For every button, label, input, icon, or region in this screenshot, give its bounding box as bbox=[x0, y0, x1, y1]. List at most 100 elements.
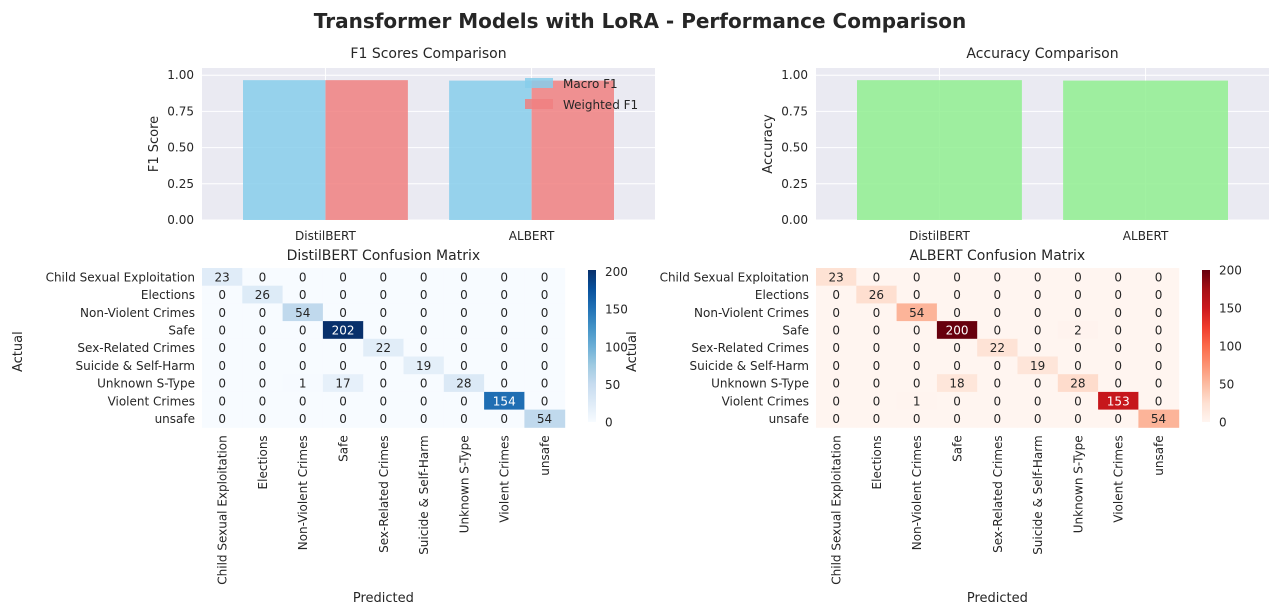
albert-cell-value: 54 bbox=[1151, 412, 1166, 426]
albert-confusion-matrix: ALBERT Confusion Matrix 23 0 0 0 0 0 0 0 0 0 26 0 0 0 0… bbox=[625, 248, 1242, 606]
distilbert-cell bbox=[202, 338, 243, 357]
albert-cell bbox=[896, 303, 938, 322]
y-tick-label: Child Sexual Exploitation bbox=[46, 270, 195, 284]
albert-cell-value: 0 bbox=[873, 306, 881, 320]
albert-cell bbox=[977, 356, 1018, 375]
albert-cell-value: 0 bbox=[1114, 270, 1122, 284]
y-tick-label: Suicide & Self-Harm bbox=[76, 359, 196, 373]
x-tick-label: Child Sexual Exploitation bbox=[216, 435, 230, 584]
distilbert-cell-value: 0 bbox=[500, 288, 508, 302]
albert-cell bbox=[856, 356, 898, 375]
albert-cell bbox=[1057, 409, 1099, 428]
bar-distilbert-macro bbox=[242, 80, 326, 220]
albert-cell-value: 54 bbox=[909, 306, 924, 320]
bar-albert bbox=[1063, 80, 1229, 220]
x-tick-label: unsafe bbox=[538, 435, 552, 475]
albert-cell-value: 0 bbox=[873, 359, 881, 373]
albert-cell bbox=[1057, 338, 1099, 357]
albert-cell bbox=[977, 374, 1018, 393]
albert-cell bbox=[1017, 391, 1059, 411]
bar-distilbert-weighted bbox=[325, 80, 408, 220]
distilbert-cell-value: 28 bbox=[456, 377, 471, 391]
y-axis-label: Actual bbox=[625, 331, 640, 372]
x-tick-label: Violent Crimes bbox=[1112, 435, 1126, 522]
distilbert-cell-value: 0 bbox=[218, 341, 226, 355]
distilbert-cell bbox=[403, 409, 445, 428]
albert-cell bbox=[1057, 321, 1099, 340]
y-tick-label: Non-Violent Crimes bbox=[694, 306, 809, 320]
distilbert-cell bbox=[443, 409, 485, 428]
albert-cell-value: 28 bbox=[1070, 377, 1085, 391]
distilbert-cell-value: 0 bbox=[299, 288, 307, 302]
albert-cell bbox=[936, 356, 978, 375]
y-tick-label: Child Sexual Exploitation bbox=[660, 270, 809, 284]
albert-cell-value: 0 bbox=[873, 323, 881, 337]
albert-cell-value: 0 bbox=[1155, 288, 1163, 302]
x-tick-label: Unknown S-Type bbox=[457, 435, 471, 533]
distilbert-cell-value: 0 bbox=[299, 270, 307, 284]
distilbert-cell bbox=[282, 374, 324, 393]
figure-title: Transformer Models with LoRA - Performan… bbox=[314, 9, 966, 33]
albert-cell bbox=[896, 374, 938, 393]
colorbar bbox=[1202, 270, 1210, 422]
albert-cell bbox=[816, 391, 857, 411]
distilbert-cell bbox=[443, 303, 485, 322]
distilbert-cell bbox=[282, 321, 324, 340]
x-axis-label: Predicted bbox=[967, 591, 1028, 606]
albert-cell-value: 0 bbox=[1114, 306, 1122, 320]
albert-cell-value: 0 bbox=[994, 270, 1002, 284]
y-tick-label: Unknown S-Type bbox=[97, 377, 195, 391]
albert-cell bbox=[936, 391, 978, 411]
albert-cell-value: 0 bbox=[1074, 359, 1082, 373]
distilbert-cell-value: 0 bbox=[299, 394, 307, 408]
distilbert-cell bbox=[484, 268, 525, 287]
albert-cell-value: 0 bbox=[994, 288, 1002, 302]
distilbert-cell-value: 0 bbox=[380, 359, 388, 373]
albert-cell-value: 0 bbox=[953, 412, 961, 426]
distilbert-cell bbox=[282, 409, 324, 428]
distilbert-cell-value: 0 bbox=[299, 412, 307, 426]
distilbert-cell-value: 0 bbox=[380, 288, 388, 302]
distilbert-cell bbox=[484, 374, 525, 393]
albert-cell bbox=[1017, 338, 1059, 357]
distilbert-cell-value: 0 bbox=[541, 323, 549, 337]
y-tick-label: Violent Crimes bbox=[108, 394, 195, 408]
colorbar bbox=[588, 270, 596, 422]
albert-cell-value: 0 bbox=[832, 359, 840, 373]
chart-title: ALBERT Confusion Matrix bbox=[909, 248, 1085, 264]
distilbert-cell-value: 0 bbox=[500, 323, 508, 337]
distilbert-confusion-matrix: DistilBERT Confusion Matrix 23 0 0 0 0 0 0 0 0 0 26… bbox=[11, 248, 628, 606]
albert-cell-value: 0 bbox=[913, 359, 921, 373]
y-axis-label: Accuracy bbox=[761, 114, 776, 174]
distilbert-cell bbox=[524, 409, 566, 428]
albert-cell-value: 0 bbox=[953, 394, 961, 408]
albert-cell-value: 0 bbox=[1114, 341, 1122, 355]
y-tick-label: unsafe bbox=[769, 412, 809, 426]
distilbert-cell-value: 54 bbox=[537, 412, 552, 426]
y-tick-label: Sex-Related Crimes bbox=[691, 341, 809, 355]
y-tick-label: 0.50 bbox=[167, 141, 194, 155]
albert-cell-value: 0 bbox=[913, 412, 921, 426]
x-tick-label: Child Sexual Exploitation bbox=[830, 435, 844, 584]
y-tick-label: Elections bbox=[755, 288, 809, 302]
albert-cell bbox=[1017, 268, 1059, 287]
distilbert-cell bbox=[363, 321, 404, 340]
albert-cell-value: 22 bbox=[990, 341, 1005, 355]
albert-cell-value: 0 bbox=[873, 270, 881, 284]
y-tick-label: Sex-Related Crimes bbox=[77, 341, 195, 355]
albert-cell bbox=[856, 321, 898, 340]
distilbert-cell-value: 0 bbox=[259, 394, 267, 408]
distilbert-cell bbox=[484, 409, 525, 428]
distilbert-cell bbox=[484, 321, 525, 340]
albert-cell bbox=[896, 409, 938, 428]
distilbert-cell-value: 0 bbox=[541, 394, 549, 408]
distilbert-cell bbox=[443, 356, 485, 375]
distilbert-cell-value: 0 bbox=[339, 341, 347, 355]
distilbert-cell-value: 0 bbox=[541, 270, 549, 284]
albert-cell-value: 0 bbox=[1034, 323, 1042, 337]
x-tick-label: DistilBERT bbox=[909, 229, 970, 243]
distilbert-cell bbox=[322, 321, 364, 340]
distilbert-cell bbox=[322, 409, 364, 428]
albert-cell-value: 0 bbox=[1074, 394, 1082, 408]
